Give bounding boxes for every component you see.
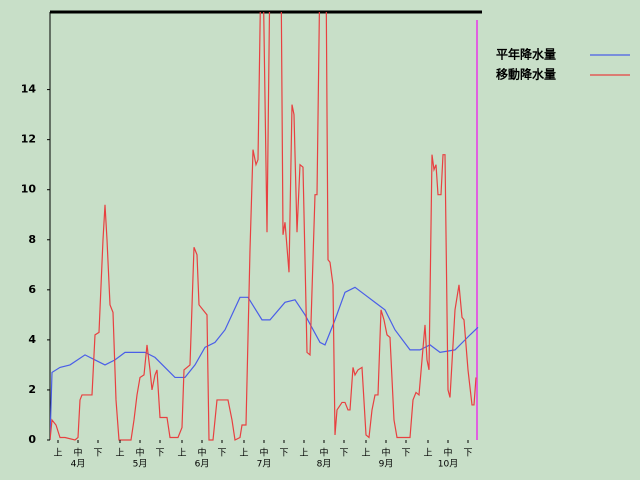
legend-label: 平年降水量 [496, 47, 556, 62]
x-tick-label: 上 [115, 448, 124, 459]
y-tick-label: 8 [28, 233, 36, 246]
month-label: 5月 [133, 459, 148, 470]
x-tick-label: 下 [463, 449, 472, 459]
y-tick-label: 10 [21, 183, 37, 196]
y-tick-label: 12 [21, 133, 36, 146]
x-tick-label: 下 [339, 449, 348, 459]
month-label: 8月 [317, 459, 332, 470]
x-tick-label: 下 [401, 449, 410, 459]
x-tick-label: 中 [73, 447, 82, 459]
x-tick-label: 上 [299, 448, 308, 459]
x-tick-label: 下 [279, 449, 288, 459]
x-tick-label: 下 [93, 449, 102, 459]
x-tick-label: 中 [259, 447, 268, 459]
series-line [50, 286, 479, 441]
y-tick-label: 6 [28, 283, 36, 296]
x-tick-label: 下 [155, 449, 164, 459]
x-tick-label: 上 [53, 448, 62, 459]
x-tick-label: 中 [443, 447, 452, 459]
x-tick-label: 中 [197, 447, 206, 459]
y-tick-label: 2 [28, 383, 36, 396]
x-tick-label: 中 [135, 447, 144, 459]
y-tick-label: 14 [21, 83, 37, 96]
month-label: 6月 [195, 459, 210, 470]
series-line [50, 12, 477, 441]
month-label: 7月 [257, 459, 272, 470]
y-tick-label: 4 [28, 333, 36, 346]
x-tick-label: 上 [361, 448, 370, 459]
x-tick-label: 下 [217, 449, 226, 459]
month-label: 9月 [379, 459, 394, 470]
plot-lines [50, 12, 479, 441]
x-tick-label: 中 [319, 447, 328, 459]
y-tick-label: 0 [28, 433, 36, 446]
x-tick-label: 中 [381, 447, 390, 459]
legend-label: 移動降水量 [496, 67, 556, 82]
x-tick-label: 上 [239, 448, 248, 459]
x-tick-label: 上 [177, 448, 186, 459]
month-label: 10月 [438, 459, 458, 470]
x-tick-label: 上 [423, 448, 432, 459]
month-label: 4月 [71, 459, 86, 470]
